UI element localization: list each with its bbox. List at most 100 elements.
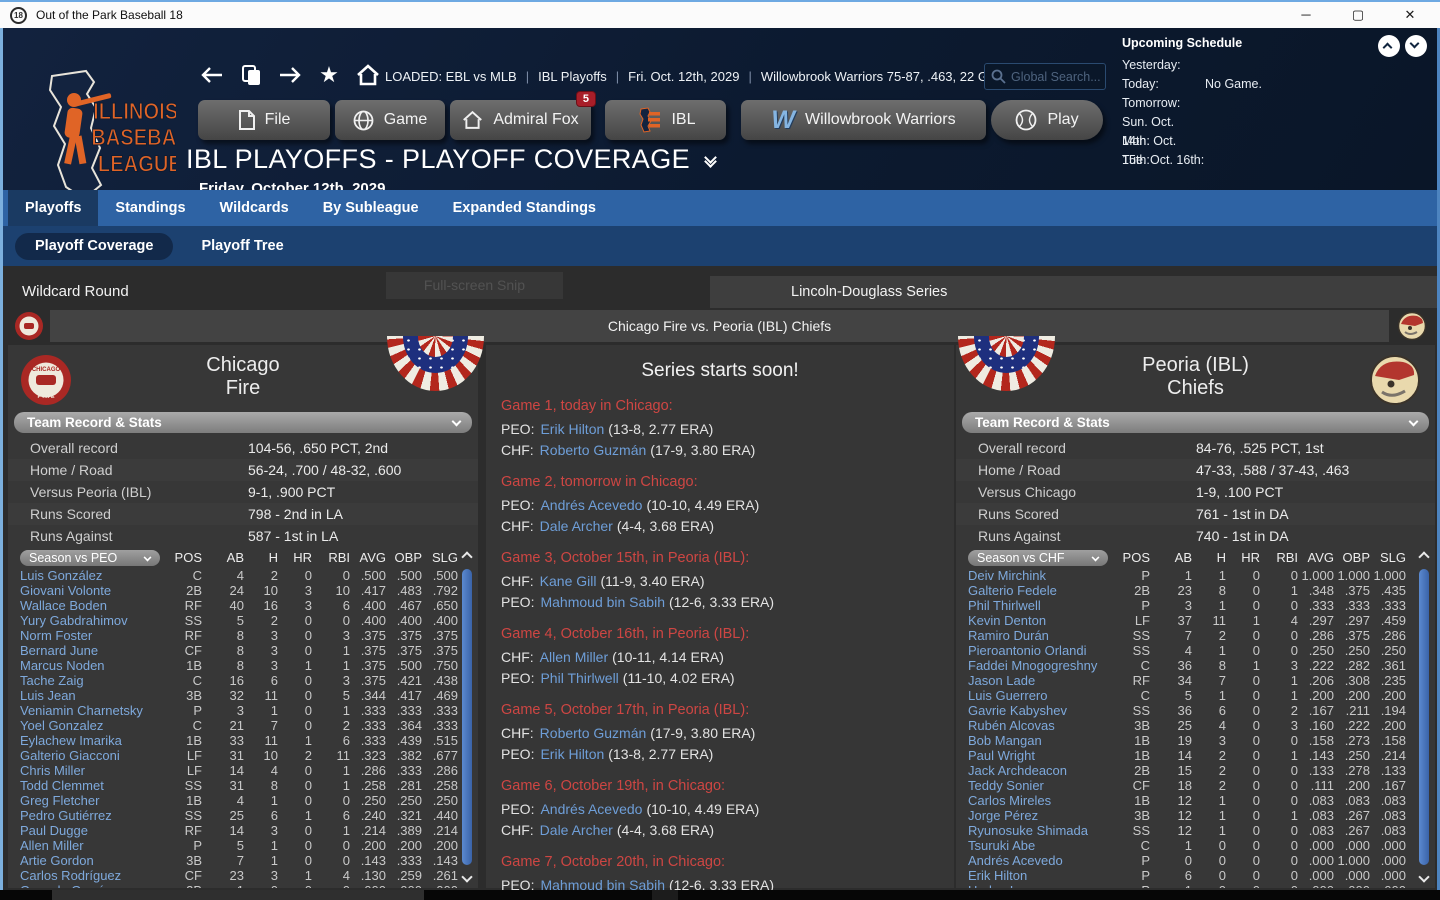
player-row[interactable]: Jack Archdeacon 2B 15 2 0 0 .133 .278 .1… (968, 763, 1406, 778)
league-menu-button[interactable]: IBL (605, 100, 726, 140)
player-name-link[interactable]: Faddei Mnogogreshny (968, 658, 1098, 673)
player-name-link[interactable]: Yury Gabdrahimov (20, 613, 128, 628)
player-name-link[interactable]: Paul Wright (968, 748, 1035, 763)
global-search-input[interactable]: Global Search... (984, 63, 1106, 90)
player-name-link[interactable]: Ryunosuke Shimada (968, 823, 1088, 838)
player-name-link[interactable]: Ramiro Durán (968, 628, 1049, 643)
player-row[interactable]: Marcus Noden 1B 8 3 1 1 .375 .500 .750 (20, 658, 458, 673)
player-row[interactable]: Carlos Mireles 1B 12 1 0 0 .083 .083 .08… (968, 793, 1406, 808)
subtab[interactable]: Playoff Tree (201, 237, 284, 254)
player-name-link[interactable]: Andrés Acevedo (540, 801, 643, 817)
player-row[interactable]: Galterio Giacconi LF 31 10 2 11 .323 .38… (20, 748, 458, 763)
home-icon[interactable] (355, 62, 381, 88)
season-vs-dropdown[interactable]: Season vs CHF (968, 550, 1108, 566)
player-row[interactable]: Gerardo García 2B 1 0 0 0 .000 .000 .000 (8, 883, 478, 888)
player-row[interactable]: Giovani Volonte 2B 24 10 3 10 .417 .483 … (20, 583, 458, 598)
season-vs-dropdown[interactable]: Season vs PEO (20, 550, 160, 566)
player-name-link[interactable]: Greg Fletcher (20, 793, 100, 808)
game-menu-button[interactable]: Game (335, 100, 445, 140)
schedule-down-button[interactable] (1405, 35, 1427, 57)
player-row[interactable]: Jason Lade RF 34 7 0 1 .206 .308 .235 (968, 673, 1406, 688)
player-row[interactable]: Eylachew Imarika 1B 33 11 1 6 .333 .439 … (20, 733, 458, 748)
player-name-link[interactable]: Deiv Mirchink (968, 568, 1047, 583)
tab[interactable]: Standings (115, 200, 186, 216)
player-name-link[interactable]: Dale Archer (539, 822, 613, 838)
player-row[interactable]: Chris Miller LF 14 4 0 1 .286 .333 .286 (20, 763, 458, 778)
player-name-link[interactable]: Erik Hilton (540, 421, 605, 437)
tab[interactable]: Expanded Standings (452, 200, 596, 216)
subtab[interactable]: Playoff Coverage (15, 232, 174, 260)
player-name-link[interactable]: Jason Lade (968, 673, 1036, 688)
player-name-link[interactable]: Allen Miller (20, 838, 84, 853)
forward-icon[interactable] (277, 62, 303, 88)
player-row[interactable]: Artie Gordon 3B 7 1 0 0 .143 .333 .143 (20, 853, 458, 868)
matchup-banner[interactable]: Chicago Fire vs. Peoria (IBL) Chiefs (50, 310, 1389, 342)
player-name-link[interactable]: Dale Archer (539, 518, 613, 534)
tab[interactable]: Wildcards (219, 200, 289, 216)
minimize-button[interactable]: ─ (1301, 7, 1311, 22)
player-name-link[interactable]: Wallace Boden (20, 598, 107, 613)
player-row[interactable]: Carlos Rodríguez CF 23 3 1 4 .130 .259 .… (20, 868, 458, 883)
player-name-link[interactable]: Mahmoud bin Sabih (540, 594, 665, 610)
player-row[interactable]: Bob Mangan 1B 19 3 0 0 .158 .273 .158 (968, 733, 1406, 748)
bookmark-star-icon[interactable]: ★ (319, 62, 339, 87)
player-name-link[interactable]: Paul Dugge (20, 823, 88, 838)
scroll-down-icon[interactable] (461, 871, 473, 883)
player-name-link[interactable]: Phil Thirlwell (540, 670, 619, 686)
player-row[interactable]: Yury Gabdrahimov SS 5 2 0 0 .400 .400 .4… (20, 613, 458, 628)
team-menu-button[interactable]: W Willowbrook Warriors (741, 100, 986, 140)
player-name-link[interactable]: Rubén Alcovas (968, 718, 1055, 733)
player-name-link[interactable]: Erik Hilton (540, 746, 605, 762)
player-name-link[interactable]: Tsuruki Abe (968, 838, 1036, 853)
player-row[interactable]: Ramiro Durán SS 7 2 0 0 .286 .375 .286 (968, 628, 1406, 643)
player-row[interactable]: Gavrie Kabyshev SS 36 6 0 2 .167 .211 .1… (968, 703, 1406, 718)
tab[interactable]: By Subleague (322, 200, 419, 216)
player-row[interactable]: Pedro Gutiérrez SS 25 6 1 6 .240 .321 .4… (20, 808, 458, 823)
player-row[interactable]: Allen Miller P 5 1 0 0 .200 .200 .200 (20, 838, 458, 853)
team-record-dropdown[interactable]: Team Record & Stats (962, 412, 1429, 433)
file-menu-button[interactable]: File (198, 100, 330, 140)
player-name-link[interactable]: Galterio Fedele (968, 583, 1057, 598)
player-name-link[interactable]: Carlos Mireles (968, 793, 1052, 808)
player-name-link[interactable]: Teddy Sonier (968, 778, 1044, 793)
player-name-link[interactable]: Giovani Volonte (20, 583, 112, 598)
player-row[interactable]: Wallace Boden RF 40 16 3 6 .400 .467 .65… (20, 598, 458, 613)
schedule-up-button[interactable] (1378, 35, 1400, 57)
close-button[interactable]: ✕ (1404, 7, 1416, 22)
back-icon[interactable] (199, 62, 225, 88)
player-name-link[interactable]: Tache Zaig (20, 673, 84, 688)
player-name-link[interactable]: Andrés Acevedo (540, 497, 643, 513)
team-record-dropdown[interactable]: Team Record & Stats (14, 412, 472, 433)
copy-pages-icon[interactable] (238, 62, 264, 88)
player-name-link[interactable]: Andrés Acevedo (968, 853, 1063, 868)
player-name-link[interactable]: Kevin Denton (968, 613, 1047, 628)
player-row[interactable]: Paul Wright 1B 14 2 0 1 .143 .250 .214 (968, 748, 1406, 763)
player-row[interactable]: Yoel Gonzalez C 21 7 0 2 .333 .364 .333 (20, 718, 458, 733)
player-name-link[interactable]: Roberto Guzmán (539, 725, 647, 741)
scrollbar-thumb[interactable] (462, 569, 472, 865)
player-name-link[interactable]: Erik Hilton (968, 868, 1028, 883)
manager-menu-button[interactable]: Admiral Fox 5 (450, 91, 596, 140)
player-name-link[interactable]: Jack Archdeacon (968, 763, 1068, 778)
player-name-link[interactable]: Harlan Long (968, 883, 1118, 888)
player-name-link[interactable]: Marcus Noden (20, 658, 105, 673)
player-row[interactable]: Greg Fletcher 1B 4 1 0 0 .250 .250 .250 (20, 793, 458, 808)
player-row[interactable]: Pieroantonio Orlandi SS 4 1 0 0 .250 .25… (968, 643, 1406, 658)
player-name-link[interactable]: Luis Guerrero (968, 688, 1048, 703)
player-name-link[interactable]: Carlos Rodríguez (20, 868, 122, 883)
player-row[interactable]: Ryunosuke Shimada SS 12 1 0 0 .083 .267 … (968, 823, 1406, 838)
player-name-link[interactable]: Bob Mangan (968, 733, 1042, 748)
player-row[interactable]: Galterio Fedele 2B 23 8 0 1 .348 .375 .4… (968, 583, 1406, 598)
player-name-link[interactable]: Luis González (20, 568, 103, 583)
player-name-link[interactable]: Norm Foster (20, 628, 93, 643)
player-name-link[interactable]: Bernard June (20, 643, 99, 658)
player-name-link[interactable]: Pieroantonio Orlandi (968, 643, 1087, 658)
expand-title-icon[interactable] (704, 150, 717, 168)
player-name-link[interactable]: Allen Miller (539, 649, 609, 665)
player-row[interactable]: Teddy Sonier CF 18 2 0 0 .111 .200 .167 (968, 778, 1406, 793)
player-row[interactable]: Rubén Alcovas 3B 25 4 0 3 .160 .222 .200 (968, 718, 1406, 733)
player-row[interactable]: Todd Clemmet SS 31 8 0 1 .258 .281 .258 (20, 778, 458, 793)
player-row[interactable]: Tsuruki Abe C 1 0 0 0 .000 .000 .000 (968, 838, 1406, 853)
tab[interactable]: Playoffs (8, 190, 99, 226)
player-name-link[interactable]: Gavrie Kabyshev (968, 703, 1067, 718)
